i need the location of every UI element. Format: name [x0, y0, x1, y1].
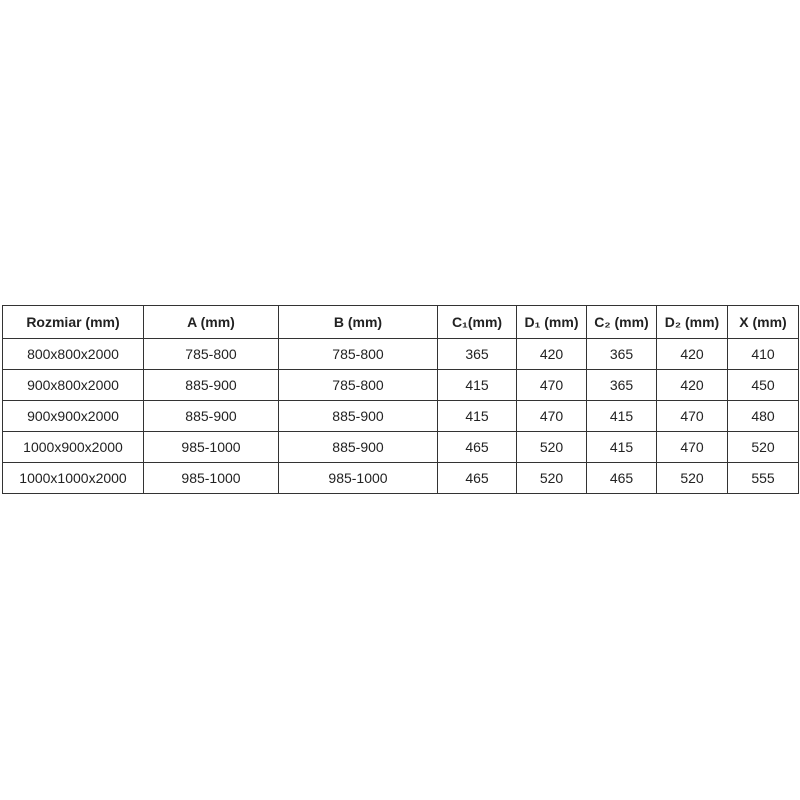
table-cell: 885-900 — [143, 400, 279, 432]
table-cell: 520 — [656, 462, 728, 494]
column-header: B (mm) — [278, 305, 438, 339]
column-header: D₁ (mm) — [516, 305, 587, 339]
table-cell: 450 — [727, 369, 799, 401]
table-cell: 985-1000 — [143, 431, 279, 463]
table-cell: 900x900x2000 — [2, 400, 144, 432]
dimensions-table: Rozmiar (mm) A (mm) B (mm) C₁(mm) D₁ (mm) C₂ … — [2, 305, 799, 494]
table-cell: 470 — [656, 431, 728, 463]
table-cell: 480 — [727, 400, 799, 432]
table-cell: 420 — [516, 338, 587, 370]
table-cell: 885-900 — [278, 400, 438, 432]
table-cell: 1000x1000x2000 — [2, 462, 144, 494]
table-cell: 465 — [586, 462, 657, 494]
column-header: C₂ (mm) — [586, 305, 657, 339]
table-cell: 785-800 — [278, 338, 438, 370]
table-cell: 785-800 — [278, 369, 438, 401]
table-cell: 555 — [727, 462, 799, 494]
table-cell: 800x800x2000 — [2, 338, 144, 370]
table-cell: 465 — [437, 462, 517, 494]
table-cell: 420 — [656, 369, 728, 401]
table-cell: 785-800 — [143, 338, 279, 370]
table-cell: 1000x900x2000 — [2, 431, 144, 463]
column-header: Rozmiar (mm) — [2, 305, 144, 339]
column-header: D₂ (mm) — [656, 305, 728, 339]
table-cell: 520 — [516, 431, 587, 463]
table-cell: 470 — [656, 400, 728, 432]
table-cell: 365 — [437, 338, 517, 370]
table-cell: 420 — [656, 338, 728, 370]
table-cell: 885-900 — [278, 431, 438, 463]
table-cell: 885-900 — [143, 369, 279, 401]
table-cell: 365 — [586, 338, 657, 370]
table-row: 900x800x2000 885-900 785-800 415 470 365 420 45… — [2, 369, 799, 401]
column-header: C₁(mm) — [437, 305, 517, 339]
column-header: X (mm) — [727, 305, 799, 339]
table-cell: 415 — [437, 400, 517, 432]
table-cell: 470 — [516, 400, 587, 432]
table-cell: 520 — [516, 462, 587, 494]
table-header-row: Rozmiar (mm) A (mm) B (mm) C₁(mm) D₁ (mm) C₂ … — [2, 305, 799, 339]
table-cell: 410 — [727, 338, 799, 370]
table-row: 900x900x2000 885-900 885-900 415 470 415 470 48… — [2, 400, 799, 432]
table-cell: 520 — [727, 431, 799, 463]
table-cell: 985-1000 — [278, 462, 438, 494]
table-cell: 465 — [437, 431, 517, 463]
table-cell: 470 — [516, 369, 587, 401]
column-header: A (mm) — [143, 305, 279, 339]
table-cell: 365 — [586, 369, 657, 401]
table-row: 1000x1000x2000 985-1000 985-1000 465 520 465 5… — [2, 462, 799, 494]
table-cell: 415 — [586, 431, 657, 463]
table-row: 1000x900x2000 985-1000 885-900 465 520 415 470… — [2, 431, 799, 463]
table-cell: 415 — [586, 400, 657, 432]
table-cell: 985-1000 — [143, 462, 279, 494]
table-row: 800x800x2000 785-800 785-800 365 420 365 420 41… — [2, 338, 799, 370]
table-cell: 415 — [437, 369, 517, 401]
table-cell: 900x800x2000 — [2, 369, 144, 401]
